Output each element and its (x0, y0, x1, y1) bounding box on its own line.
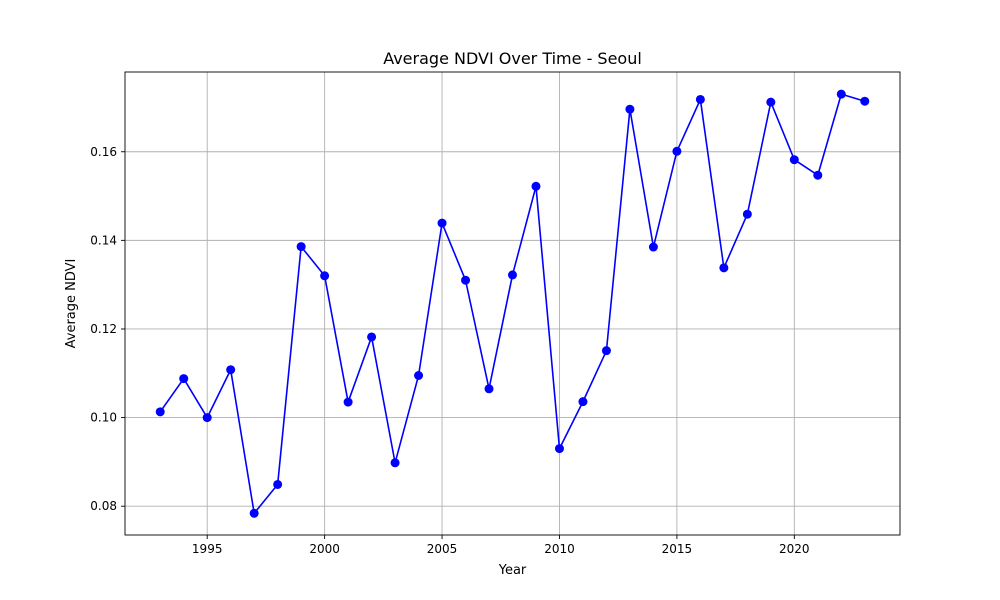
x-tick-label: 1995 (192, 542, 223, 556)
data-point (249, 508, 259, 518)
data-point (813, 170, 823, 180)
x-tick-label: 2020 (779, 542, 810, 556)
data-point (320, 271, 330, 281)
data-point (461, 275, 471, 285)
data-point (367, 332, 377, 342)
y-tick-label: 0.14 (90, 233, 117, 247)
y-axis-label: Average NDVI (64, 259, 79, 349)
data-point (273, 479, 283, 489)
data-point (766, 97, 776, 107)
x-tick-label: 2015 (662, 542, 693, 556)
y-tick-label: 0.12 (90, 322, 117, 336)
data-point (226, 365, 236, 375)
data-point (508, 270, 517, 280)
data-point (390, 458, 400, 468)
y-tick-label: 0.16 (90, 145, 117, 159)
data-point (742, 209, 752, 219)
data-point (554, 444, 564, 454)
data-point (155, 407, 165, 417)
x-tick-label: 2005 (427, 542, 458, 556)
data-point (719, 263, 729, 273)
data-point (202, 413, 212, 423)
chart-title: Average NDVI Over Time - Seoul (383, 49, 642, 68)
data-point (343, 397, 353, 407)
data-point (296, 242, 306, 252)
data-point (625, 104, 635, 114)
y-tick-label: 0.08 (90, 499, 117, 513)
data-point (836, 89, 846, 99)
data-point (672, 146, 682, 156)
grid (125, 72, 900, 535)
data-point (437, 218, 447, 228)
plot-frame (124, 71, 901, 536)
y-tick-label: 0.10 (90, 411, 117, 425)
data-point (578, 397, 588, 407)
data-point (601, 346, 611, 356)
data-point (484, 384, 494, 394)
data-point (695, 94, 705, 104)
series-line (159, 93, 866, 515)
data-point (531, 181, 541, 191)
ticks: 1995 2000 2005 2010 2015 2020 0.08 0.10 0.12 0.14… (90, 145, 809, 556)
data-point (648, 242, 658, 252)
data-point (414, 370, 424, 380)
x-tick-label: 2010 (544, 542, 575, 556)
data-point (179, 374, 189, 384)
series-layer (155, 89, 870, 518)
data-point (860, 96, 870, 106)
x-tick-label: 2000 (309, 542, 340, 556)
x-axis-label: Year (498, 563, 527, 578)
data-point (789, 155, 799, 165)
